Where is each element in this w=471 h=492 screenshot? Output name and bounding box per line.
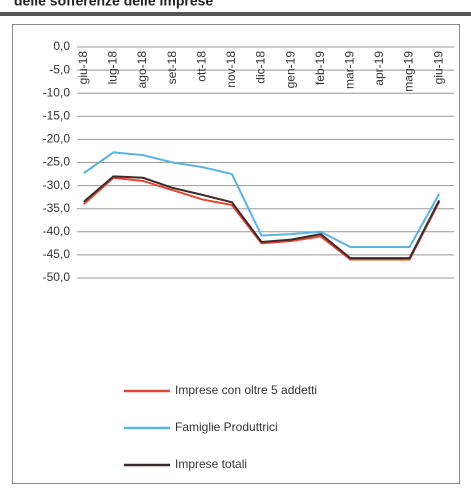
y-tick-label: -25,0 [43, 155, 71, 169]
y-tick-label: -45,0 [43, 247, 71, 261]
y-tick-label: -40,0 [43, 224, 71, 238]
series-line [83, 176, 441, 261]
y-tick-label: -50,0 [43, 270, 71, 284]
chart-title: delle sofferenze delle imprese [14, 0, 213, 9]
title-rule [0, 12, 471, 16]
y-tick-label: -30,0 [43, 178, 71, 192]
series-line [83, 175, 441, 260]
legend-label: Famiglie Produttrici [175, 420, 278, 434]
x-tick-label: mar-19 [343, 51, 357, 89]
x-tick-label: apr-19 [372, 51, 386, 86]
x-tick-label: ago-18 [135, 51, 149, 89]
x-tick-label: giu-18 [76, 51, 90, 85]
x-tick-label: mag-19 [402, 51, 416, 92]
y-tick-label: -5,0 [49, 62, 70, 76]
y-tick-label: -15,0 [43, 108, 71, 122]
x-tick-label: lug-18 [106, 51, 120, 85]
x-tick-label: giu-19 [431, 51, 445, 85]
x-tick-label: feb-19 [313, 51, 327, 85]
x-tick-label: gen-19 [283, 51, 297, 89]
y-tick-label: -20,0 [43, 132, 71, 146]
x-tick-label: set-18 [165, 51, 179, 85]
y-tick-label: -35,0 [43, 201, 71, 215]
y-tick-label: 0,0 [53, 39, 70, 53]
chart-frame [12, 24, 460, 484]
x-tick-label: dic-18 [254, 51, 268, 84]
series-line [83, 151, 441, 249]
legend-label: Imprese con oltre 5 addetti [175, 383, 317, 397]
y-tick-label: -10,0 [43, 85, 71, 99]
legend-label: Imprese totali [175, 457, 247, 471]
x-tick-label: nov-18 [224, 51, 238, 88]
x-tick-label: ott-18 [194, 51, 208, 82]
